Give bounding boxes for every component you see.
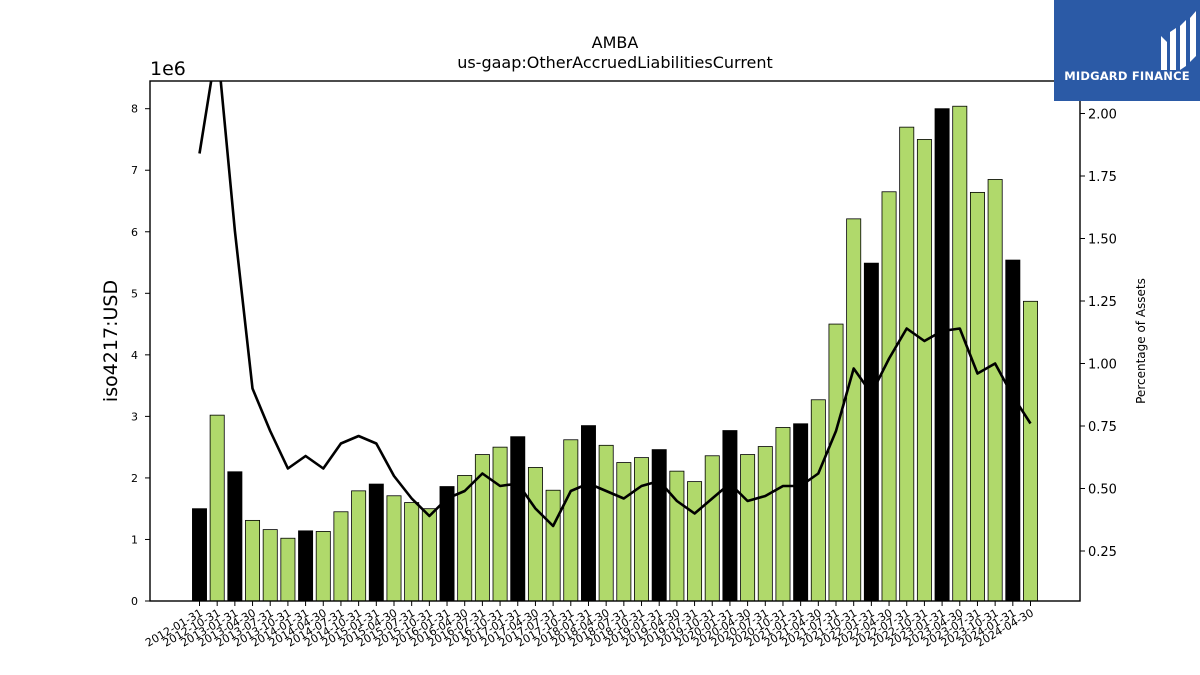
logo-text: MIDGARD FINANCE: [1064, 69, 1190, 83]
bar-2017-04-30: [527, 467, 543, 602]
y-axis-label: iso4217:USD: [100, 280, 122, 402]
y-tick-label: 3: [131, 410, 138, 423]
bar-2021-07-31: [828, 323, 844, 602]
y-tick-label: 2: [131, 472, 138, 485]
y-offset-label: 1e6: [150, 58, 186, 80]
bars-group: [192, 105, 1038, 602]
y2-tick-label: 2.00: [1088, 108, 1117, 123]
y-tick-label: 0: [131, 595, 138, 608]
bar-2013-07-31: [262, 529, 278, 602]
bar-2014-07-31: [333, 511, 349, 602]
bar-2013-10-31: [280, 537, 296, 602]
bar-2013-01-31: [227, 471, 243, 602]
bar-2015-04-30: [386, 495, 402, 602]
y-tick-label: 1: [131, 533, 138, 546]
bar-2012-01-31: [192, 508, 207, 602]
bar-2020-07-31: [757, 446, 773, 602]
bar-2016-10-31: [492, 446, 508, 602]
bar-2020-04-30: [740, 454, 756, 602]
bar-2019-10-31: [704, 455, 720, 602]
y2-tick-label: 0.75: [1088, 420, 1117, 435]
y2-axis-label: Percentage of Assets: [1134, 278, 1148, 404]
bar-2023-01-31: [934, 108, 950, 602]
bar-2021-04-30: [810, 399, 826, 602]
bar-2023-04-30: [952, 105, 968, 602]
chart-title: AMBA: [592, 33, 639, 52]
bar-2013-04-30: [245, 519, 261, 602]
y-tick-label: 6: [131, 226, 138, 239]
y2-tick-label: 1.25: [1088, 295, 1117, 310]
bar-2020-10-31: [775, 427, 791, 602]
bar-2021-10-31: [846, 218, 862, 602]
chart-subtitle: us-gaap:OtherAccruedLiabilitiesCurrent: [457, 53, 773, 72]
bar-2022-07-31: [899, 126, 915, 602]
bar-2017-01-31: [510, 436, 526, 602]
bar-2021-01-31: [793, 423, 809, 602]
bar-2019-04-30: [669, 470, 685, 602]
bar-2014-01-31: [298, 530, 314, 602]
bar-2015-10-31: [421, 508, 437, 602]
percent-line-group: [198, 81, 1032, 528]
y2-tick-label: 1.50: [1088, 233, 1117, 248]
axes-group: 0 1 2 3 4 5 6 7 8 0.25 0.50 0.75 1.00 1.25 1.50 1.75 2.0…: [131, 80, 1117, 650]
y2-tick-label: 0.50: [1088, 483, 1117, 498]
bar-2015-01-31: [368, 483, 384, 602]
y2-tick-label: 1.00: [1088, 358, 1117, 373]
percent-of-assets-line: [198, 81, 1032, 528]
bar-2022-01-31: [863, 262, 879, 602]
bar-2024-01-31: [1005, 259, 1021, 602]
logo-mark-icon: [1161, 11, 1196, 70]
bar-2012-10-31: [209, 414, 225, 602]
bar-2023-07-31: [969, 191, 985, 602]
bar-2022-04-30: [881, 191, 897, 602]
bar-2018-07-31: [616, 462, 632, 602]
bar-2022-10-31: [916, 139, 932, 602]
y-tick-label: 5: [131, 287, 138, 300]
midgard-finance-logo: MIDGARD FINANCE: [1054, 0, 1200, 101]
plot-frame: [149, 80, 1081, 602]
bar-2018-01-31: [581, 425, 596, 602]
bar-2014-04-30: [315, 531, 331, 602]
bar-2019-07-31: [687, 481, 703, 602]
bar-2018-10-31: [634, 457, 649, 602]
bar-2020-01-31: [722, 430, 738, 602]
y2-tick-label: 1.75: [1088, 170, 1117, 185]
y-tick-label: 8: [131, 103, 138, 116]
y-tick-label: 4: [131, 349, 138, 362]
bar-2017-10-31: [563, 439, 579, 602]
bar-2024-04-30: [1023, 300, 1038, 602]
bar-2017-07-31: [545, 489, 561, 602]
bar-2015-07-31: [404, 502, 420, 602]
bar-2018-04-30: [598, 444, 614, 602]
bar-2019-01-31: [651, 449, 667, 602]
y2-tick-label: 0.25: [1088, 545, 1117, 560]
bar-2023-10-31: [987, 179, 1003, 602]
y-tick-label: 7: [131, 164, 138, 177]
bar-2014-10-31: [351, 490, 367, 602]
